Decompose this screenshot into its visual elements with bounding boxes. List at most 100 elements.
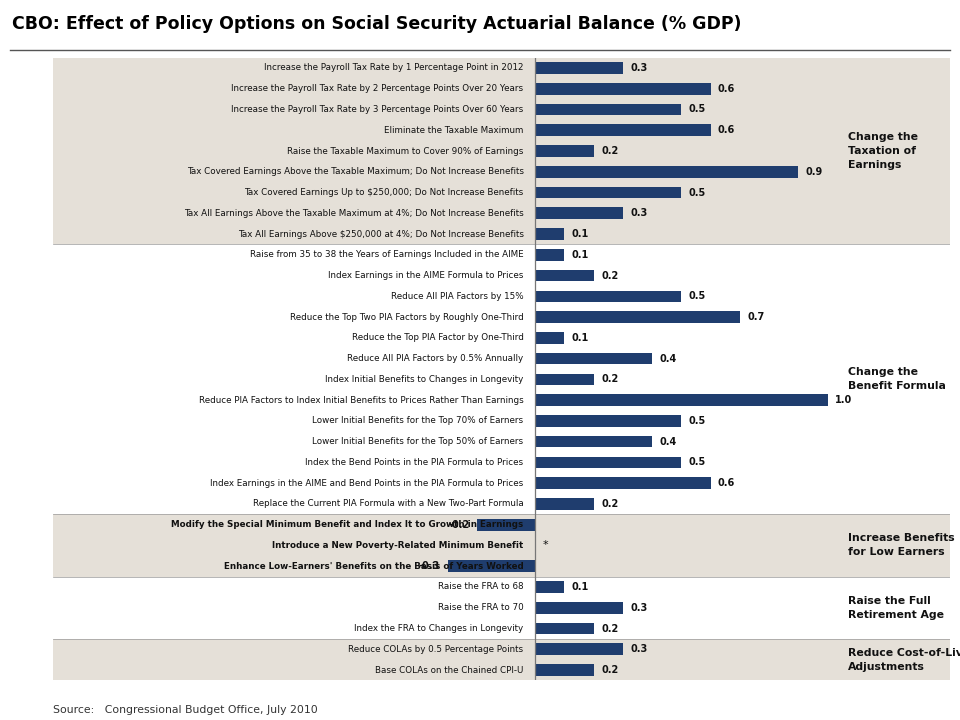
Text: 0.3: 0.3: [631, 603, 647, 613]
Bar: [536, 145, 593, 157]
Text: Index Earnings in the AIME Formula to Prices: Index Earnings in the AIME Formula to Pr…: [328, 271, 523, 280]
Text: *: *: [542, 541, 548, 551]
Text: Tax Covered Earnings Above the Taxable Maximum; Do Not Increase Benefits: Tax Covered Earnings Above the Taxable M…: [186, 167, 523, 176]
Text: Lower Initial Benefits for the Top 50% of Earners: Lower Initial Benefits for the Top 50% o…: [312, 437, 523, 446]
Text: 0.1: 0.1: [572, 229, 589, 239]
Text: 0.4: 0.4: [660, 354, 677, 364]
Bar: [536, 207, 623, 219]
Bar: [53, 514, 950, 577]
Text: 0.6: 0.6: [718, 84, 735, 94]
Bar: [536, 186, 682, 198]
Text: 0.2: 0.2: [601, 665, 618, 675]
Text: Source:   Congressional Budget Office, July 2010: Source: Congressional Budget Office, Jul…: [53, 705, 318, 715]
Text: Reduce All PIA Factors by 15%: Reduce All PIA Factors by 15%: [391, 292, 523, 301]
Bar: [536, 623, 593, 634]
Bar: [536, 332, 564, 343]
Text: Eliminate the Taxable Maximum: Eliminate the Taxable Maximum: [384, 126, 523, 135]
Bar: [536, 581, 564, 593]
Text: Change the
Benefit Formula: Change the Benefit Formula: [848, 367, 946, 392]
Text: Increase the Payroll Tax Rate by 2 Percentage Points Over 20 Years: Increase the Payroll Tax Rate by 2 Perce…: [231, 84, 523, 93]
Text: CBO: Effect of Policy Options on Social Security Actuarial Balance (% GDP): CBO: Effect of Policy Options on Social …: [12, 15, 742, 33]
Text: Index Earnings in the AIME and Bend Points in the PIA Formula to Prices: Index Earnings in the AIME and Bend Poin…: [210, 479, 523, 487]
Text: Introduce a New Poverty-Related Minimum Benefit: Introduce a New Poverty-Related Minimum …: [273, 541, 523, 550]
Text: Raise the Full
Retirement Age: Raise the Full Retirement Age: [848, 595, 944, 620]
Bar: [477, 519, 536, 531]
Text: 0.4: 0.4: [660, 436, 677, 446]
Bar: [536, 353, 652, 364]
Text: Raise the FRA to 70: Raise the FRA to 70: [438, 603, 523, 612]
Text: Lower Initial Benefits for the Top 70% of Earners: Lower Initial Benefits for the Top 70% o…: [312, 416, 523, 426]
Text: Base COLAs on the Chained CPI-U: Base COLAs on the Chained CPI-U: [375, 665, 523, 675]
Text: 0.2: 0.2: [601, 374, 618, 384]
Text: -0.2: -0.2: [448, 520, 469, 530]
Bar: [53, 639, 950, 680]
Text: 0.6: 0.6: [718, 478, 735, 488]
Text: Index Initial Benefits to Changes in Longevity: Index Initial Benefits to Changes in Lon…: [325, 375, 523, 384]
Bar: [447, 560, 536, 572]
Text: 0.5: 0.5: [688, 292, 706, 302]
Text: 0.5: 0.5: [688, 104, 706, 114]
Text: Reduce All PIA Factors by 0.5% Annually: Reduce All PIA Factors by 0.5% Annually: [348, 354, 523, 363]
Text: 0.3: 0.3: [631, 63, 647, 73]
Text: Reduce Cost-of-Living
Adjustments: Reduce Cost-of-Living Adjustments: [848, 648, 960, 672]
Bar: [536, 498, 593, 510]
Bar: [536, 644, 623, 655]
Text: 0.1: 0.1: [572, 582, 589, 592]
Text: 0.1: 0.1: [572, 333, 589, 343]
Text: 0.2: 0.2: [601, 624, 618, 634]
Text: 0.9: 0.9: [805, 167, 823, 177]
Bar: [53, 58, 950, 245]
Text: Tax All Earnings Above $250,000 at 4%; Do Not Increase Benefits: Tax All Earnings Above $250,000 at 4%; D…: [237, 230, 523, 238]
Bar: [536, 395, 828, 406]
Text: 0.2: 0.2: [601, 499, 618, 509]
Bar: [536, 436, 652, 447]
Bar: [536, 270, 593, 282]
Text: 0.2: 0.2: [601, 271, 618, 281]
Bar: [536, 104, 682, 115]
Bar: [536, 374, 593, 385]
Bar: [536, 477, 710, 489]
Bar: [536, 291, 682, 302]
Bar: [536, 456, 682, 468]
Bar: [536, 415, 682, 427]
Text: Reduce COLAs by 0.5 Percentage Points: Reduce COLAs by 0.5 Percentage Points: [348, 645, 523, 654]
Text: 0.2: 0.2: [601, 146, 618, 156]
Text: Raise from 35 to 38 the Years of Earnings Included in the AIME: Raise from 35 to 38 the Years of Earning…: [250, 251, 523, 259]
Bar: [536, 228, 564, 240]
Bar: [536, 249, 564, 261]
Text: Tax All Earnings Above the Taxable Maximum at 4%; Do Not Increase Benefits: Tax All Earnings Above the Taxable Maxim…: [183, 209, 523, 217]
Text: 0.3: 0.3: [631, 644, 647, 654]
Text: 0.6: 0.6: [718, 125, 735, 135]
Text: Raise the Taxable Maximum to Cover 90% of Earnings: Raise the Taxable Maximum to Cover 90% o…: [287, 146, 523, 156]
Bar: [536, 166, 799, 178]
Text: Tax Covered Earnings Up to $250,000; Do Not Increase Benefits: Tax Covered Earnings Up to $250,000; Do …: [244, 188, 523, 197]
Text: Increase Benefits
for Low Earners: Increase Benefits for Low Earners: [848, 534, 954, 557]
Text: Enhance Low-Earners' Benefits on the Basis of Years Worked: Enhance Low-Earners' Benefits on the Bas…: [224, 562, 523, 571]
Text: Raise the FRA to 68: Raise the FRA to 68: [438, 582, 523, 592]
Text: -0.3: -0.3: [419, 561, 441, 571]
Text: Increase the Payroll Tax Rate by 3 Percentage Points Over 60 Years: Increase the Payroll Tax Rate by 3 Perce…: [231, 105, 523, 114]
Text: Replace the Current PIA Formula with a New Two-Part Formula: Replace the Current PIA Formula with a N…: [252, 500, 523, 508]
Text: Index the Bend Points in the PIA Formula to Prices: Index the Bend Points in the PIA Formula…: [305, 458, 523, 467]
Text: Modify the Special Minimum Benefit and Index It to Growth in Earnings: Modify the Special Minimum Benefit and I…: [171, 520, 523, 529]
Bar: [536, 62, 623, 73]
Text: 0.5: 0.5: [688, 187, 706, 197]
Text: Reduce PIA Factors to Index Initial Benefits to Prices Rather Than Earnings: Reduce PIA Factors to Index Initial Bene…: [199, 396, 523, 405]
Bar: [536, 83, 710, 94]
Text: 0.5: 0.5: [688, 457, 706, 467]
Text: 1.0: 1.0: [835, 395, 852, 405]
Bar: [536, 125, 710, 136]
Bar: [53, 577, 950, 639]
Text: Reduce the Top PIA Factor by One-Third: Reduce the Top PIA Factor by One-Third: [351, 333, 523, 343]
Bar: [536, 311, 740, 323]
Bar: [536, 665, 593, 676]
Text: Change the
Taxation of
Earnings: Change the Taxation of Earnings: [848, 132, 918, 170]
Text: 0.7: 0.7: [747, 312, 764, 322]
Bar: [536, 602, 623, 613]
Text: Increase the Payroll Tax Rate by 1 Percentage Point in 2012: Increase the Payroll Tax Rate by 1 Perce…: [264, 63, 523, 73]
Text: 0.3: 0.3: [631, 208, 647, 218]
Text: Index the FRA to Changes in Longevity: Index the FRA to Changes in Longevity: [354, 624, 523, 633]
Text: 0.1: 0.1: [572, 250, 589, 260]
Text: 0.5: 0.5: [688, 416, 706, 426]
Text: Reduce the Top Two PIA Factors by Roughly One-Third: Reduce the Top Two PIA Factors by Roughl…: [290, 312, 523, 322]
